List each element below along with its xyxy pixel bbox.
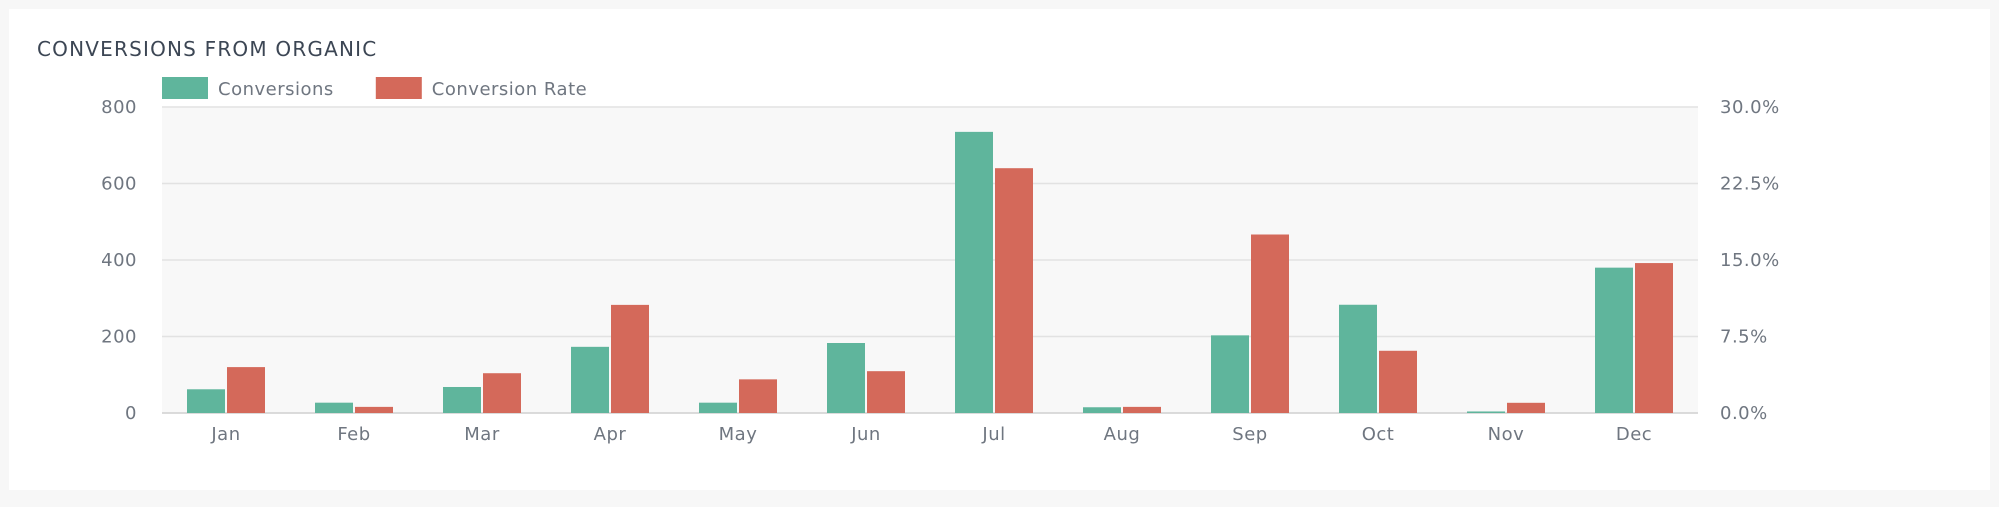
bar-conversions-mar[interactable] [443, 386, 481, 413]
conversions-chart: 0 0.0% 200 7.5% 400 15.0% 600 22.5% 800 30.0% Jan F… [101, 77, 1780, 445]
chart-title: CONVERSIONS FROM ORGANIC [37, 37, 378, 61]
bar-conversions-jun[interactable] [827, 343, 865, 413]
y-right-tick-label: 22.5% [1720, 174, 1780, 195]
legend-swatch-1[interactable] [375, 77, 422, 99]
bar-conversions-aug[interactable] [1083, 407, 1121, 413]
y-left-tick-label: 200 [101, 327, 137, 348]
bar-conversion-rate-jun[interactable] [867, 371, 905, 413]
bar-conversion-rate-nov[interactable] [1507, 402, 1545, 413]
y-right-tick-label: 7.5% [1720, 327, 1768, 348]
bar-conversion-rate-sep[interactable] [1251, 234, 1289, 414]
x-tick-label: Jan [210, 424, 240, 445]
bar-conversion-rate-dec[interactable] [1635, 263, 1673, 413]
bar-conversion-rate-feb[interactable] [355, 406, 393, 413]
bar-conversions-jul[interactable] [955, 131, 993, 414]
legend-label[interactable]: Conversion Rate [432, 79, 587, 100]
x-tick-label: Dec [1616, 424, 1652, 445]
x-tick-label: Nov [1488, 424, 1525, 445]
x-tick-label: Sep [1232, 424, 1267, 445]
x-tick-label: May [719, 424, 758, 445]
legend-label[interactable]: Conversions [218, 79, 334, 100]
legend-swatch-0[interactable] [162, 77, 208, 99]
x-tick-label: Mar [464, 424, 500, 445]
bar-conversion-rate-jul[interactable] [995, 168, 1033, 413]
bar-conversion-rate-may[interactable] [739, 379, 777, 413]
y-left-tick-label: 600 [101, 174, 137, 195]
x-tick-label: Aug [1104, 424, 1141, 445]
x-tick-label: Oct [1362, 424, 1395, 445]
chart-card: CONVERSIONS FROM ORGANIC 0 0.0% 200 7.5% 400… [9, 9, 1990, 490]
bar-conversions-nov[interactable] [1467, 411, 1505, 413]
y-left-tick-label: 0 [125, 403, 137, 424]
y-left-tick-label: 400 [101, 250, 137, 271]
bar-conversion-rate-aug[interactable] [1123, 406, 1161, 413]
bar-conversion-rate-apr[interactable] [611, 304, 649, 413]
bar-conversions-apr[interactable] [571, 346, 609, 413]
bar-conversion-rate-oct[interactable] [1379, 350, 1417, 413]
bar-conversion-rate-mar[interactable] [483, 373, 521, 413]
bar-conversions-jan[interactable] [187, 389, 225, 413]
bar-conversion-rate-jan[interactable] [227, 367, 265, 413]
x-tick-label: Feb [337, 424, 370, 445]
y-left-tick-label: 800 [101, 97, 137, 118]
y-right-tick-label: 15.0% [1720, 250, 1780, 271]
bar-conversions-sep[interactable] [1211, 335, 1249, 413]
y-right-tick-label: 0.0% [1720, 403, 1768, 424]
y-right-tick-label: 30.0% [1720, 97, 1780, 118]
bar-conversions-dec[interactable] [1595, 267, 1633, 413]
x-tick-label: Jun [850, 424, 881, 445]
bar-conversions-may[interactable] [699, 402, 737, 413]
x-tick-label: Apr [594, 424, 627, 445]
x-tick-label: Jul [981, 424, 1005, 445]
bar-conversions-oct[interactable] [1339, 304, 1377, 413]
bar-conversions-feb[interactable] [315, 402, 353, 413]
